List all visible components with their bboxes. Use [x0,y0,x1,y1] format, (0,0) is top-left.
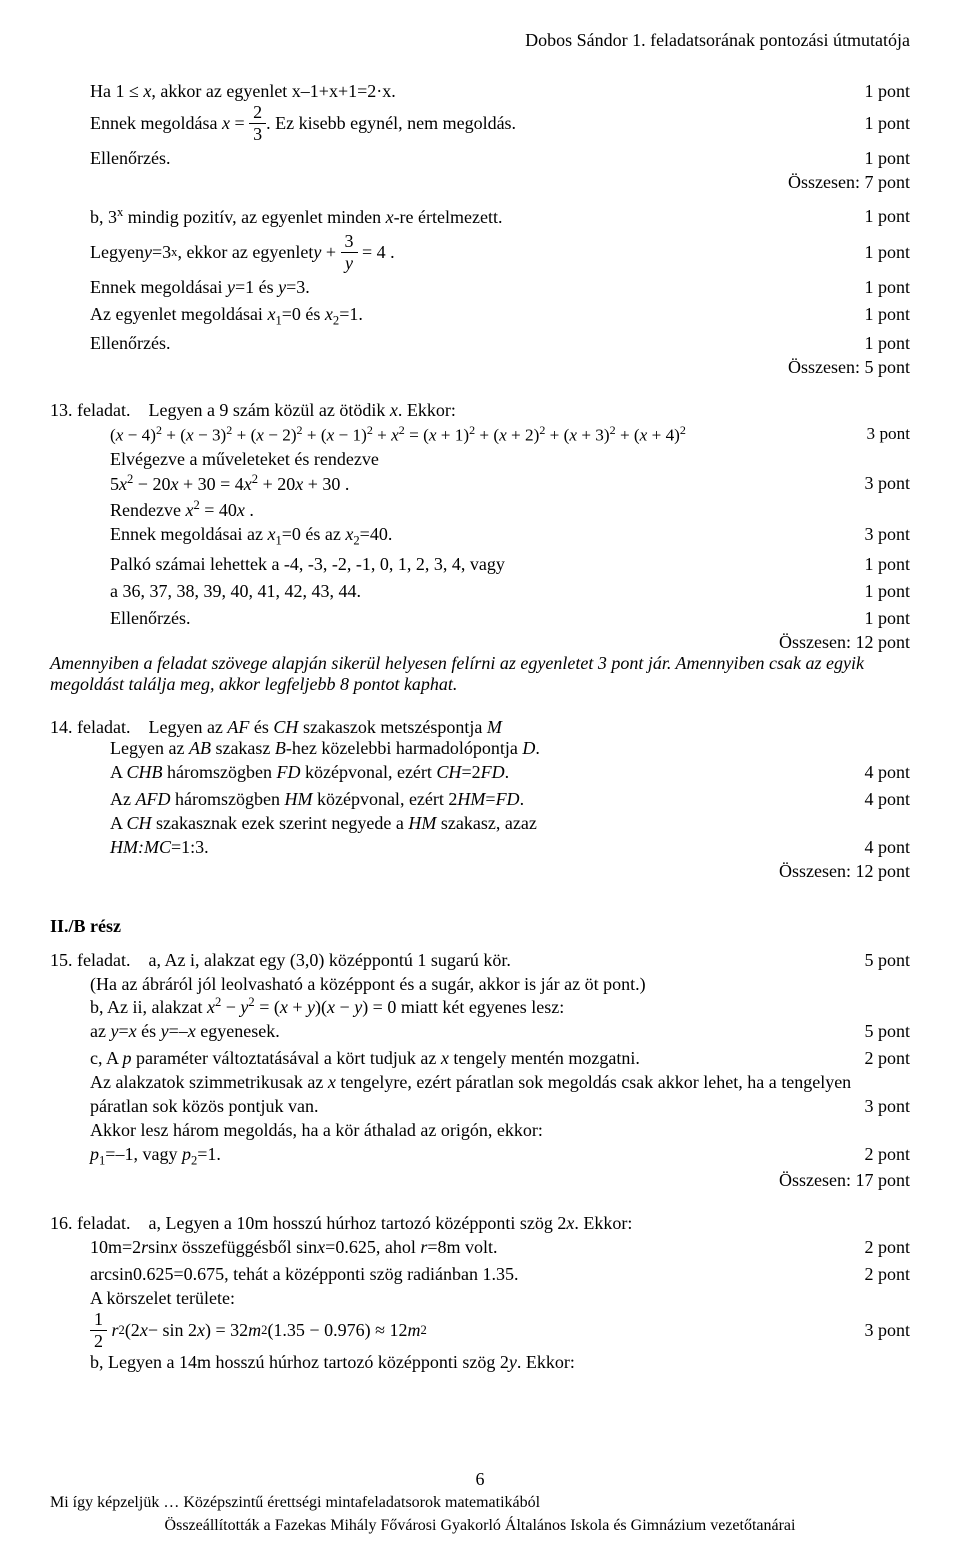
text-line: A körszelet területe: [50,1288,910,1309]
text-line: Legyen y=3x, ekkor az egyenlet y + 3y = … [90,231,910,274]
text-line: b, 3x mindig pozitív, az egyenlet minden… [90,203,910,231]
text-line: Ha 1 ≤ x, akkor az egyenlet x–1+x+1=2·x.… [90,81,910,102]
text-line: b, Legyen a 14m hosszú húrhoz tartozó kö… [50,1352,910,1373]
text-line: Akkor lesz három megoldás, ha a kör átha… [50,1120,910,1141]
sum-line: Összesen: 5 pont [90,357,910,378]
text-line: Palkó számai lehettek a -4, -3, -2, -1, … [50,551,910,578]
task-14: 14. feladat. Legyen az AF és CH szakaszo… [50,717,910,738]
sum-line: Összesen: 17 pont [50,1170,910,1191]
text-line: Az egyenlet megoldásai x1=0 és x2=1. 1 p… [90,301,910,330]
text-line: Ennek megoldásai y=1 és y=3. 1 pont [90,274,910,301]
text-line: Ellenőrzés. 1 pont [50,605,910,632]
page-number: 6 [50,1467,910,1492]
eq-line: (x − 4)2 + (x − 3)2 + (x − 2)2 + (x − 1)… [50,421,910,449]
text-line: Ennek megoldásai az x1=0 és az x2=40. 3 … [50,521,910,550]
text-line: Ennek megoldása x = 23 . Ez kisebb egyné… [90,102,910,145]
text-line: 10m=2rsinx összefüggésből sinx=0.625, ah… [50,1234,910,1261]
footer-line-1: Mi így képzeljük … Középszintű érettségi… [50,1492,910,1514]
text-line: az y=x és y=–x egyenesek. 5 pont [50,1018,910,1045]
text-line: a 36, 37, 38, 39, 40, 41, 42, 43, 44. 1 … [50,578,910,605]
task-13: 13. feladat. Legyen a 9 szám közül az öt… [50,400,910,421]
text-line: c, A p paraméter változtatásával a kört … [50,1045,910,1072]
note-text: Amennyiben a feladat szövege alapján sik… [50,653,910,695]
text-line: Az alakzatok szimmetrikusak az x tengely… [50,1072,910,1093]
text-line: Rendezve x2 = 40x . [50,498,910,521]
eq-line: 5x2 − 20x + 30 = 4x2 + 20x + 30 . 3 pont [50,470,910,498]
sum-line: Összesen: 12 pont [50,632,910,653]
text-line: Elvégezve a műveleteket és rendezve [50,449,910,470]
task-16: 16. feladat. a, Legyen a 10m hosszú húrh… [50,1213,910,1234]
footer-line-2: Összeállították a Fazekas Mihály Főváros… [50,1515,910,1537]
text-line: b, Az ii, alakzat x2 − y2 = (x + y)(x − … [50,995,910,1018]
eq-line: 12 r2(2x − sin 2x) = 32m2(1.35 − 0.976) … [50,1309,910,1352]
sum-line: Összesen: 7 pont [90,172,910,193]
text-line: A CHB háromszögben FD középvonal, ezért … [50,759,910,786]
text-line: Az AFD háromszögben HM középvonal, ezért… [50,786,910,813]
text-line: Ellenőrzés. 1 pont [90,330,910,357]
text-line: p1=–1, vagy p2=1. 2 pont [50,1141,910,1170]
text-line: Ellenőrzés. 1 pont [90,145,910,172]
page-footer: 6 Mi így képzeljük … Középszintű érettsé… [50,1467,910,1537]
task-15: 15. feladat. a, Az i, alakzat egy (3,0) … [50,947,910,974]
text-line: Legyen az AB szakasz B-hez közelebbi har… [50,738,910,759]
text-line: (Ha az ábráról jól leolvasható a középpo… [50,974,910,995]
text-line: HM:MC=1:3. 4 pont [50,834,910,861]
page-header: Dobos Sándor 1. feladatsorának pontozási… [50,30,910,51]
section-iib: II./B rész [50,916,910,937]
text-line: arcsin0.625=0.675, tehát a középponti sz… [50,1261,910,1288]
sum-line: Összesen: 12 pont [50,861,910,882]
text-line: páratlan sok közös pontjuk van. 3 pont [50,1093,910,1120]
text-line: A CH szakasznak ezek szerint negyede a H… [50,813,910,834]
